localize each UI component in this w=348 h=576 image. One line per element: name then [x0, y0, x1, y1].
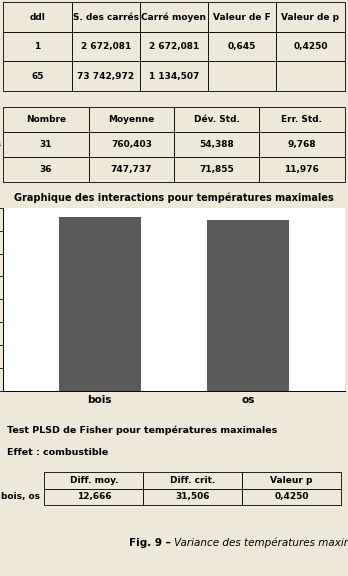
Title: Graphique des interactions pour températures maximales: Graphique des interactions pour températ…: [14, 192, 334, 203]
Bar: [59, 217, 141, 391]
Text: Variance des températures maximales: Variance des températures maximales: [174, 537, 348, 548]
Bar: [207, 220, 289, 391]
Text: Fig. 9 –: Fig. 9 –: [129, 538, 174, 548]
Text: Effet : combustible: Effet : combustible: [7, 448, 108, 457]
Text: Test PLSD de Fisher pour températures maximales: Test PLSD de Fisher pour températures ma…: [7, 426, 277, 435]
